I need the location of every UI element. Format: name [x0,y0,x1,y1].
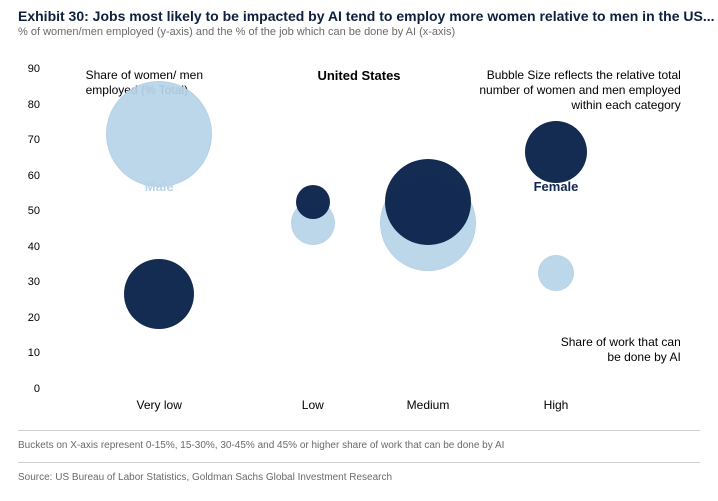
y-tick-label: 40 [18,241,40,253]
plot-area: Very lowLowMediumHighMaleFemaleShare of … [44,70,684,390]
y-tick-label: 0 [18,383,40,395]
x-category-label: Very low [137,398,182,412]
exhibit-page: Exhibit 30: Jobs most likely to be impac… [0,0,718,501]
annotation-top_right: Bubble Size reflects the relative totaln… [421,68,681,113]
footer-divider-1 [18,430,700,431]
exhibit-title: Exhibit 30: Jobs most likely to be impac… [18,8,715,24]
bubble-female [124,259,194,329]
y-tick-label: 80 [18,99,40,111]
bubble-male [538,255,574,291]
bubble-male [106,81,212,187]
series-label-male: Male [145,179,174,194]
annotation-bottom_right: Share of work that canbe done by AI [501,335,681,365]
bubble-chart: United States Very lowLowMediumHighMaleF… [18,70,700,415]
x-category-label: Low [302,398,324,412]
series-label-female: Female [534,179,579,194]
x-category-label: High [544,398,569,412]
bubble-female [385,159,471,245]
footer-source: Source: US Bureau of Labor Statistics, G… [18,472,392,483]
exhibit-subtitle: % of women/men employed (y-axis) and the… [18,26,455,38]
x-category-label: Medium [407,398,450,412]
y-tick-label: 10 [18,347,40,359]
bubble-female [525,121,587,183]
footer-divider-2 [18,462,700,463]
y-tick-label: 60 [18,170,40,182]
footer-note: Buckets on X-axis represent 0-15%, 15-30… [18,440,504,451]
bubble-female [296,185,330,219]
y-tick-label: 20 [18,312,40,324]
y-tick-label: 70 [18,134,40,146]
y-tick-label: 50 [18,205,40,217]
y-tick-label: 90 [18,63,40,75]
y-tick-label: 30 [18,276,40,288]
